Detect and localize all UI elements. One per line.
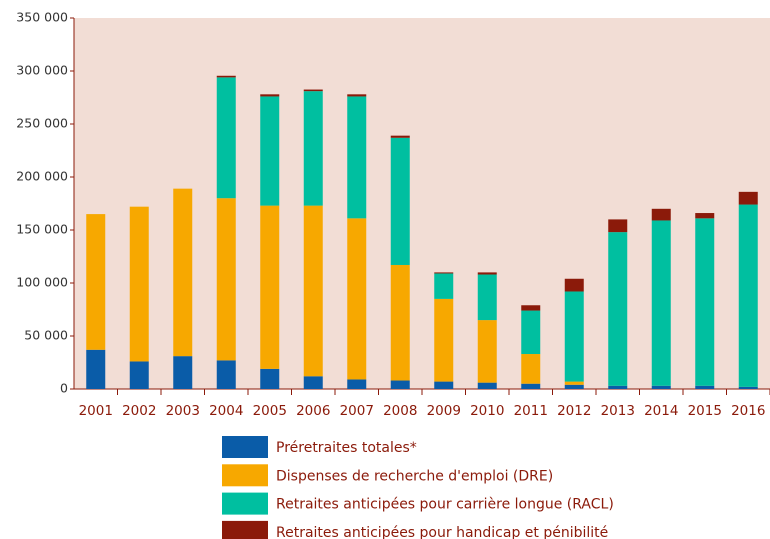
legend-swatch	[222, 464, 268, 487]
bar-segment	[521, 383, 541, 389]
bar-segment	[173, 188, 193, 357]
bar-segment	[347, 218, 367, 380]
bar-segment	[303, 376, 323, 389]
bar-segment	[738, 191, 758, 205]
x-tick-label: 2006	[296, 403, 330, 419]
legend-label: Préretraites totales*	[276, 440, 417, 456]
bar-segment	[303, 91, 323, 206]
legend-label: Retraites anticipées pour carrière longu…	[276, 497, 614, 513]
bar-segment	[477, 382, 497, 389]
bar-segment	[477, 274, 497, 321]
bar-segment	[434, 381, 454, 389]
x-tick-label: 2004	[209, 403, 243, 419]
x-tick-label: 2007	[340, 403, 374, 419]
bar-segment	[608, 219, 628, 233]
x-tick-label: 2014	[644, 403, 678, 419]
y-tick-label: 300 000	[16, 63, 68, 78]
x-tick-label: 2015	[688, 403, 722, 419]
bar-segment	[86, 349, 106, 389]
x-tick-label: 2003	[166, 403, 200, 419]
bar-segment	[347, 94, 367, 97]
bar-segment	[608, 385, 628, 389]
bar-segment	[260, 94, 280, 97]
x-tick-label: 2002	[122, 403, 156, 419]
x-tick-label: 2001	[79, 403, 113, 419]
bar-segment	[303, 89, 323, 92]
bar-segment	[86, 214, 106, 350]
bar-segment	[173, 356, 193, 389]
bar-segment	[564, 381, 584, 385]
bar-segment	[216, 77, 236, 199]
x-tick-label: 2009	[427, 403, 461, 419]
bar-segment	[260, 205, 280, 369]
bar-segment	[695, 218, 715, 386]
y-tick-label: 250 000	[16, 116, 68, 131]
bar-segment	[608, 232, 628, 386]
y-tick-label: 100 000	[16, 275, 68, 290]
bar-segment	[695, 213, 715, 219]
x-tick-label: 2010	[470, 403, 504, 419]
bar-segment	[477, 320, 497, 383]
legend-label: Dispenses de recherche d'emploi (DRE)	[276, 468, 553, 484]
legend-swatch	[222, 520, 268, 539]
bar-segment	[216, 360, 236, 389]
bar-segment	[390, 380, 410, 389]
x-tick-label: 2012	[557, 403, 591, 419]
bar-segment	[521, 310, 541, 355]
y-tick-label: 0	[60, 381, 68, 396]
legend-swatch	[222, 436, 268, 458]
bar-segment	[347, 379, 367, 389]
bar-segment	[738, 204, 758, 387]
bar-segment	[434, 272, 454, 274]
bar-segment	[564, 384, 584, 389]
legend-label: Retraites anticipées pour handicap et pé…	[276, 525, 608, 539]
bar-segment	[390, 135, 410, 138]
bar-segment	[434, 298, 454, 382]
bar-segment	[390, 137, 410, 265]
bar-segment	[390, 264, 410, 381]
bar-segment	[303, 205, 323, 377]
bar-segment	[651, 208, 671, 221]
bar-segment	[434, 273, 454, 299]
bar-segment	[521, 305, 541, 311]
bar-segment	[651, 220, 671, 386]
bar-segment	[129, 361, 149, 389]
y-tick-label: 200 000	[16, 169, 68, 184]
y-tick-label: 50 000	[24, 328, 68, 343]
x-tick-label: 2005	[253, 403, 287, 419]
bar-segment	[260, 368, 280, 389]
bar-segment	[651, 385, 671, 389]
bar-segment	[564, 278, 584, 292]
bar-segment	[564, 291, 584, 382]
y-tick-label: 350 000	[16, 10, 68, 25]
bar-segment	[477, 272, 497, 275]
x-tick-label: 2011	[514, 403, 548, 419]
bar-segment	[216, 75, 236, 78]
bar-segment	[129, 206, 149, 362]
x-tick-label: 2008	[383, 403, 417, 419]
bar-segment	[347, 96, 367, 219]
bar-segment	[695, 385, 715, 389]
legend-swatch	[222, 492, 268, 515]
bar-segment	[216, 198, 236, 361]
y-tick-label: 150 000	[16, 222, 68, 237]
bar-segment	[260, 96, 280, 206]
x-tick-label: 2016	[731, 403, 765, 419]
bar-segment	[738, 386, 758, 389]
x-tick-label: 2013	[601, 403, 635, 419]
bar-segment	[521, 354, 541, 384]
